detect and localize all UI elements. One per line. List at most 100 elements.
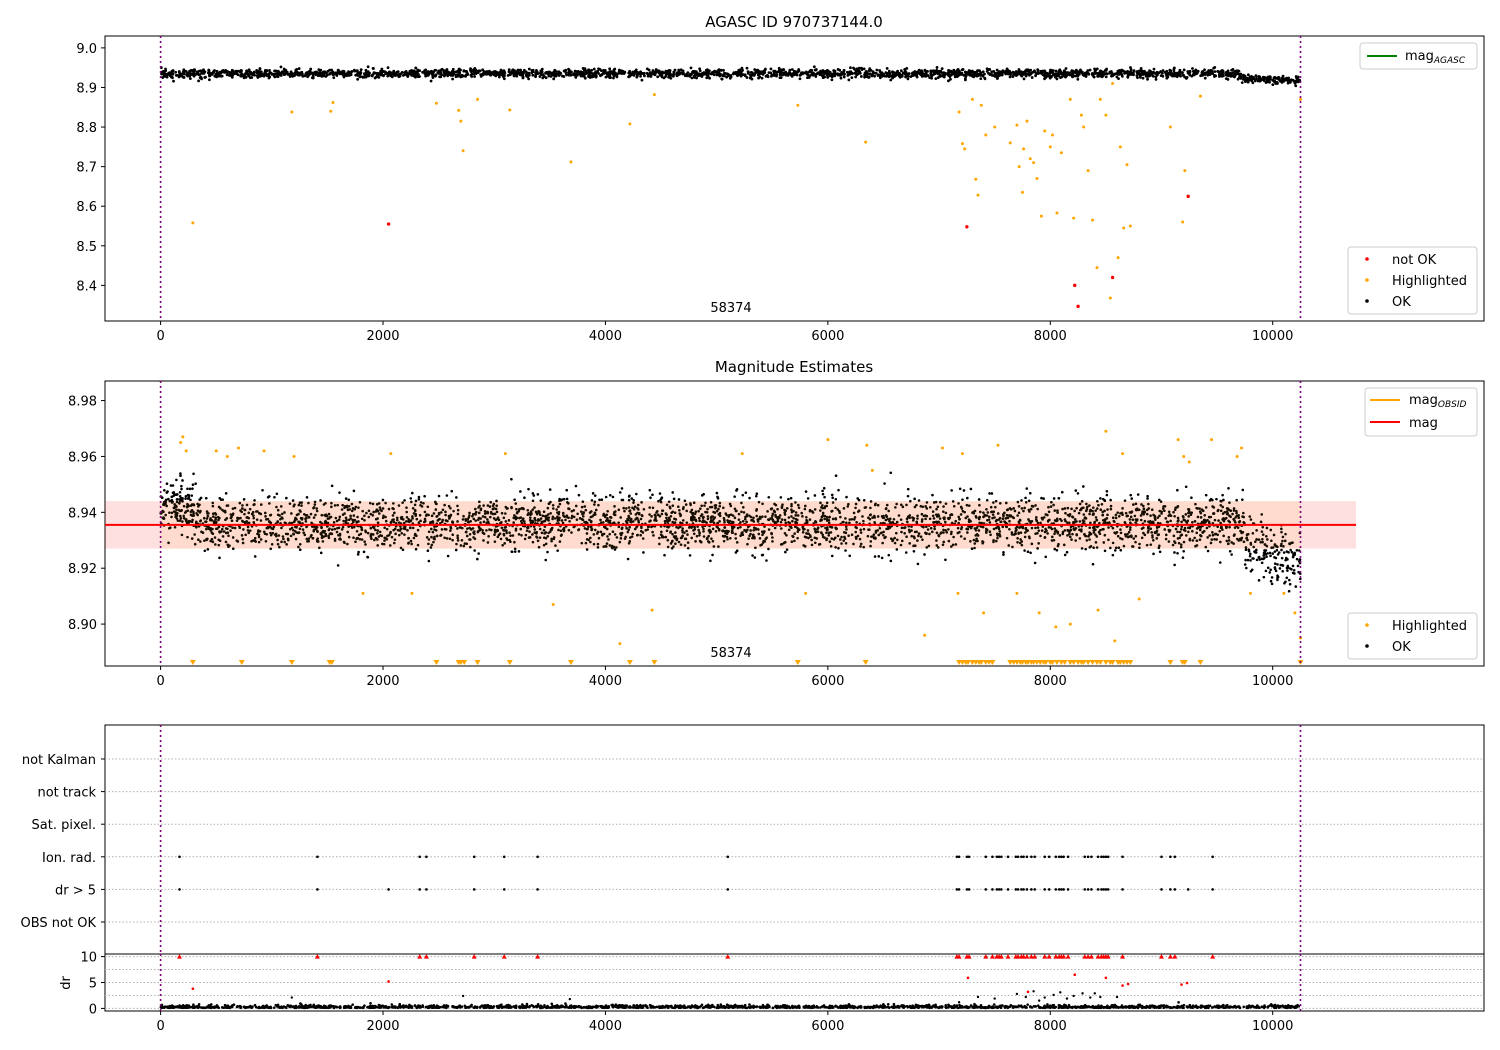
ok-point	[648, 71, 652, 75]
ok-point	[381, 498, 385, 502]
ok-point	[1060, 490, 1064, 494]
ok-point	[371, 66, 375, 70]
ok-point	[983, 76, 987, 80]
ok-point	[966, 496, 969, 500]
ok-point	[1176, 551, 1179, 555]
ok-point	[1248, 78, 1252, 82]
y-tick-label: 8.6	[76, 200, 97, 215]
ok-point	[912, 550, 916, 553]
ok-point	[1281, 569, 1285, 573]
ok-point	[1123, 71, 1126, 75]
ok-point	[906, 487, 910, 491]
ok-point	[1173, 551, 1176, 554]
ok-point	[234, 69, 238, 73]
ok-point	[755, 494, 758, 498]
ok-point	[765, 73, 769, 77]
ok-point	[985, 69, 989, 73]
ok-point	[1264, 569, 1268, 573]
ok-point	[282, 72, 286, 76]
ok-point	[403, 71, 407, 74]
highlighted-point	[1108, 296, 1112, 300]
ok-point	[556, 549, 559, 552]
ok-point	[285, 496, 288, 500]
ok-point	[1033, 70, 1037, 74]
ok-point	[1034, 74, 1037, 78]
ok-point	[833, 69, 837, 73]
ok-point	[1028, 491, 1032, 495]
ok-point	[247, 74, 251, 78]
ok-point	[822, 486, 826, 490]
ok-point	[830, 75, 834, 79]
ok-point	[451, 77, 455, 81]
ok-point	[1260, 561, 1264, 565]
ok-point	[334, 71, 338, 75]
ok-point	[851, 71, 855, 75]
ok-point	[885, 72, 889, 75]
ok-point	[981, 70, 985, 74]
ok-point	[636, 73, 639, 77]
ok-point	[1185, 76, 1189, 79]
ok-point	[1219, 69, 1223, 73]
ok-point	[1298, 558, 1302, 561]
ok-point	[753, 556, 757, 559]
ok-point	[957, 69, 961, 73]
ok-point	[350, 70, 354, 73]
ok-point	[1251, 81, 1255, 85]
ok-point	[355, 69, 359, 73]
ok-point	[1025, 487, 1029, 490]
highlighted-point	[569, 160, 573, 164]
ok-point	[565, 73, 569, 77]
ok-point	[696, 74, 700, 77]
ok-point	[497, 75, 501, 79]
ok-point	[366, 73, 370, 77]
ok-point	[1268, 80, 1272, 84]
ok-point	[972, 74, 976, 78]
ok-point	[627, 71, 631, 75]
ok-point	[319, 73, 323, 76]
ok-point	[968, 73, 972, 77]
ok-point	[757, 76, 760, 80]
ok-point	[807, 70, 811, 74]
ok-point	[172, 79, 175, 83]
ok-point	[915, 75, 919, 79]
ok-point	[960, 71, 964, 75]
ok-point	[342, 75, 346, 79]
ok-point	[655, 70, 658, 74]
ok-point	[715, 72, 719, 75]
ok-point	[457, 70, 461, 74]
ok-point	[217, 74, 221, 78]
highlighted-point	[1048, 145, 1052, 149]
ok-point	[878, 76, 882, 80]
ok-point	[1190, 496, 1193, 500]
ok-point	[642, 74, 646, 78]
ok-point	[706, 73, 710, 77]
ok-point	[920, 69, 924, 73]
ok-point	[721, 74, 725, 77]
ok-point	[976, 69, 980, 72]
ok-point	[362, 550, 366, 554]
ok-point	[1289, 548, 1292, 552]
ok-point	[1044, 75, 1048, 79]
ok-point	[635, 492, 638, 496]
ok-point	[374, 75, 378, 79]
highlighted-point	[984, 133, 988, 137]
ok-point	[349, 73, 353, 77]
ok-point	[1203, 72, 1206, 75]
highlighted-point	[1198, 94, 1202, 98]
ok-point	[186, 74, 190, 78]
ok-point	[1029, 68, 1033, 72]
ok-point	[512, 74, 516, 78]
ok-point	[356, 553, 360, 556]
ok-point	[947, 79, 950, 83]
ok-point	[579, 74, 583, 78]
ok-point	[1012, 71, 1015, 75]
ok-point	[519, 73, 522, 77]
ok-point	[531, 73, 535, 77]
ok-point	[1074, 489, 1078, 492]
ok-point	[171, 72, 175, 76]
ok-point	[891, 76, 894, 80]
legend-label: OK	[1392, 295, 1411, 310]
ok-point	[1273, 562, 1277, 565]
ok-point	[202, 68, 205, 72]
ok-point	[1239, 75, 1243, 79]
